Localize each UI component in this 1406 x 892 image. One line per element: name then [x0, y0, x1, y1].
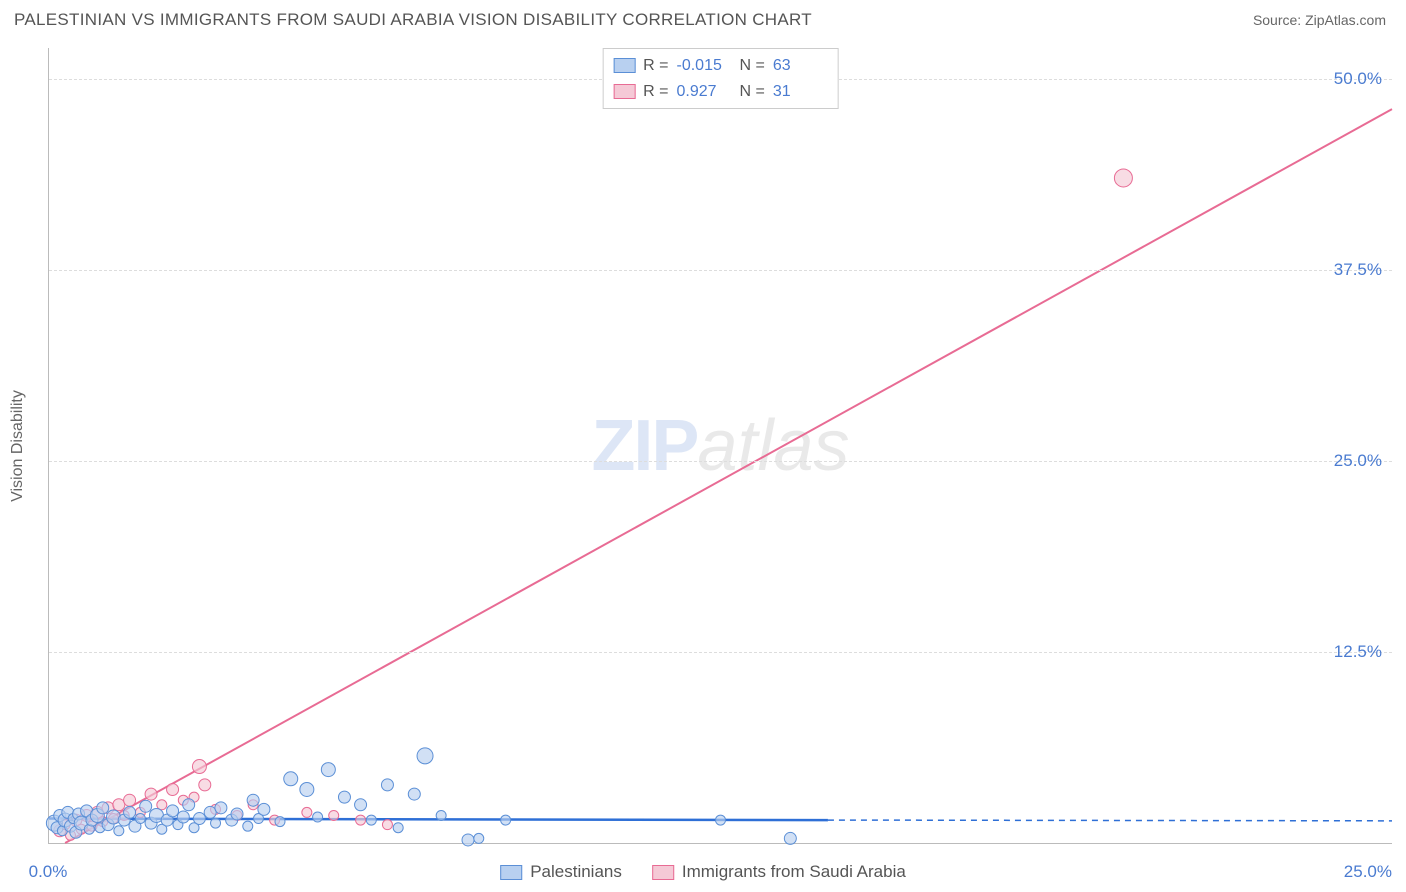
y-tick-label: 12.5% [1334, 642, 1382, 662]
y-tick-label: 25.0% [1334, 451, 1382, 471]
blue-r-value: -0.015 [677, 53, 732, 79]
legend-item-blue: Palestinians [500, 862, 622, 882]
chart-plot-area: ZIPatlas R = -0.015 N = 63 R = 0.927 N =… [48, 48, 1392, 844]
legend-row-pink: R = 0.927 N = 31 [613, 79, 828, 105]
y-axis-title: Vision Disability [9, 390, 27, 502]
y-tick-label: 37.5% [1334, 260, 1382, 280]
swatch-pink-icon [652, 865, 674, 880]
scatter-plot-svg [49, 48, 1392, 843]
y-tick-label: 50.0% [1334, 69, 1382, 89]
source-label: Source: ZipAtlas.com [1253, 12, 1386, 28]
chart-title: PALESTINIAN VS IMMIGRANTS FROM SAUDI ARA… [14, 10, 812, 30]
pink-n-value: 31 [773, 79, 828, 105]
correlation-legend: R = -0.015 N = 63 R = 0.927 N = 31 [602, 48, 839, 109]
swatch-blue [613, 58, 635, 73]
x-tick-0: 0.0% [29, 862, 68, 882]
blue-n-value: 63 [773, 53, 828, 79]
x-tick-25: 25.0% [1344, 862, 1392, 882]
pink-r-value: 0.927 [677, 79, 732, 105]
legend-item-pink: Immigrants from Saudi Arabia [652, 862, 906, 882]
swatch-blue-icon [500, 865, 522, 880]
swatch-pink [613, 84, 635, 99]
series-legend: Palestinians Immigrants from Saudi Arabi… [500, 862, 906, 882]
legend-row-blue: R = -0.015 N = 63 [613, 53, 828, 79]
